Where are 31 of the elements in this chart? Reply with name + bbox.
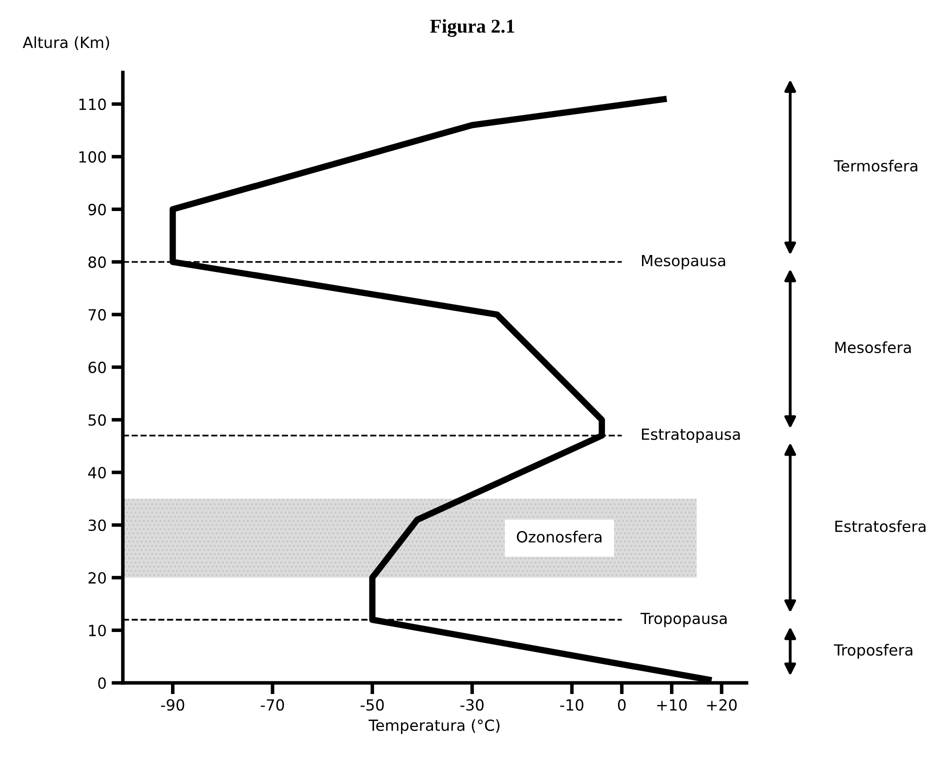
- y-tick-label: 70: [88, 309, 106, 321]
- x-tick-label: +20: [707, 699, 737, 711]
- y-tick-label: 10: [89, 624, 106, 636]
- x-tick-label: +10: [657, 699, 687, 711]
- ref-line-label: Mesopausa: [642, 254, 726, 270]
- y-tick-label: 100: [79, 151, 106, 163]
- y-tick-label: 90: [88, 204, 106, 216]
- y-tick-label: 40: [88, 466, 106, 478]
- x-tick-label: -90: [161, 699, 184, 711]
- text: Troposfera: [834, 644, 912, 659]
- x-tick-label: -50: [360, 699, 384, 711]
- x-tick-label: -10: [560, 699, 584, 711]
- chart-title: Figura 2.1: [430, 19, 514, 37]
- y-tick-label: 50: [88, 414, 106, 426]
- x-tick-label: -70: [260, 699, 284, 711]
- band-label: Ozonosfera: [516, 530, 602, 543]
- y-tick-label: 80: [88, 256, 106, 268]
- x-axis-title: Temperatura (°C): [368, 719, 500, 734]
- text: Mesosfera: [835, 341, 911, 354]
- y-tick-label: 30: [88, 519, 106, 532]
- ref-line-label: Tropopausa: [640, 612, 727, 628]
- y-tick-label: 20: [88, 572, 106, 584]
- ref-line-label: Estratopausa: [642, 428, 740, 443]
- text: Estratosfera: [835, 520, 926, 532]
- y-tick-label: 110: [79, 98, 106, 110]
- y-tick-label: 60: [88, 362, 106, 374]
- x-tick-label: 0: [618, 699, 626, 711]
- text: Termosfera: [834, 160, 918, 172]
- y-axis-title: Altura (Km): [22, 36, 110, 50]
- y-tick-label: 0: [98, 677, 106, 689]
- x-tick-label: -30: [460, 699, 484, 711]
